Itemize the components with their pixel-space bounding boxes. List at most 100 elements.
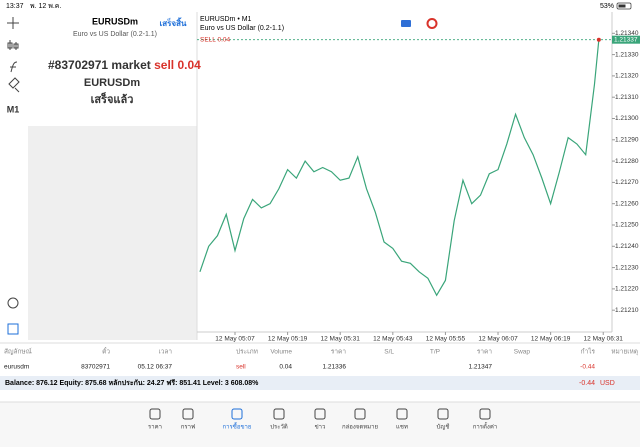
nav-icon[interactable] bbox=[149, 408, 161, 420]
order-action: sell 0.04 bbox=[154, 58, 201, 72]
x-tick-label: 12 May 06:31 bbox=[584, 336, 624, 343]
y-tick-label: 1.21210 bbox=[615, 307, 639, 314]
nav-label[interactable]: การตั้งค่า bbox=[473, 421, 497, 431]
x-tick-label: 12 May 06:07 bbox=[478, 336, 518, 343]
column-header: Volume bbox=[270, 349, 292, 356]
crosshair-icon[interactable] bbox=[7, 17, 19, 29]
column-header: S/L bbox=[384, 349, 394, 356]
table-cell: 0.04 bbox=[279, 364, 292, 371]
nav-label[interactable]: แชท bbox=[396, 424, 408, 431]
current-price-box bbox=[612, 35, 640, 44]
x-tick-label: 12 May 05:43 bbox=[373, 336, 413, 343]
y-tick-label: 1.21290 bbox=[615, 137, 639, 144]
order-prefix: #83702971 market bbox=[48, 58, 151, 72]
order-info: #83702971 market sell 0.04 bbox=[48, 58, 201, 72]
summary-profit: -0.44 bbox=[579, 380, 595, 387]
nav-label[interactable]: บัญชี bbox=[437, 423, 450, 431]
column-header: T/P bbox=[430, 349, 440, 356]
battery-level bbox=[618, 4, 626, 8]
nav-icon[interactable] bbox=[314, 408, 326, 420]
nav-icon[interactable] bbox=[479, 408, 491, 420]
nav-items: ราคา กราฟ การซื้อขาย ประวัติ ข่าว กล่องจดหมาย… bbox=[148, 408, 497, 431]
order-symbol: EURUSDm bbox=[84, 77, 140, 89]
panel-symbol: EURUSDm bbox=[92, 16, 138, 26]
nav-label[interactable]: กล่องจดหมาย bbox=[342, 424, 378, 431]
table-cell: 1.21336 bbox=[323, 364, 347, 371]
table-cell: -0.44 bbox=[580, 364, 595, 371]
trade-button[interactable] bbox=[401, 20, 411, 27]
x-tick-label: 12 May 05:55 bbox=[426, 336, 466, 343]
column-header: ราคา bbox=[331, 349, 346, 356]
positions-table: สัญลักษณ์ ตั๋ว เวลา ประเภท Volume ราคา S/L T/P ร… bbox=[4, 346, 638, 370]
nav-icon[interactable] bbox=[396, 408, 408, 420]
order-line-label: SELL 0.04 bbox=[200, 36, 231, 43]
nav-icon[interactable] bbox=[231, 408, 243, 420]
summary-text: Balance: 876.12 Equity: 875.68 หลักประกั… bbox=[5, 379, 259, 387]
summary-currency: USD bbox=[600, 380, 615, 387]
y-tick-label: 1.21230 bbox=[615, 264, 639, 271]
y-tick-label: 1.21280 bbox=[615, 158, 639, 165]
x-tick-label: 12 May 05:07 bbox=[215, 336, 255, 343]
nav-icon[interactable] bbox=[354, 408, 366, 420]
status-time: 13:37 bbox=[6, 3, 24, 10]
table-cell: sell bbox=[236, 364, 246, 371]
column-header: ตั๋ว bbox=[102, 346, 110, 355]
column-header: ราคา bbox=[477, 349, 492, 356]
objects-icon[interactable] bbox=[8, 77, 20, 93]
current-price-label: 1.21337 bbox=[614, 36, 638, 43]
chart-subtitle: Euro vs US Dollar (0.2-1.1) bbox=[200, 25, 284, 32]
nav-label[interactable]: ข่าว bbox=[315, 424, 326, 431]
timeframe[interactable]: M1 bbox=[7, 104, 20, 114]
chart-title: EURUSDm • M1 bbox=[200, 16, 252, 23]
battery-icon bbox=[616, 2, 632, 10]
indicators-icon[interactable] bbox=[7, 40, 19, 50]
y-tick-label: 1.21320 bbox=[615, 73, 639, 80]
nav-icon[interactable] bbox=[182, 408, 194, 420]
done-button[interactable]: เสร็จสิ้น bbox=[160, 17, 187, 28]
nav-label[interactable]: การซื้อขาย bbox=[223, 421, 252, 431]
column-header: ประเภท bbox=[236, 349, 258, 356]
column-header: กำไร bbox=[581, 348, 596, 356]
y-tick-label: 1.21310 bbox=[615, 94, 639, 101]
summary-bar bbox=[0, 376, 640, 390]
price-line bbox=[199, 39, 600, 297]
column-header: เวลา bbox=[158, 349, 172, 356]
y-tick-label: 1.21330 bbox=[615, 51, 639, 58]
x-tick-label: 12 May 05:31 bbox=[321, 336, 361, 343]
column-header: หมายเหตุ bbox=[611, 349, 638, 356]
y-tick-label: 1.21240 bbox=[615, 243, 639, 250]
x-tick-label: 12 May 06:19 bbox=[531, 336, 571, 343]
nav-label[interactable]: กราฟ bbox=[181, 424, 195, 431]
order-result: เสร็จแล้ว bbox=[91, 92, 134, 106]
table-cell: 05.12 06:37 bbox=[138, 364, 173, 371]
column-header: สัญลักษณ์ bbox=[4, 348, 32, 356]
nav-icon[interactable] bbox=[437, 408, 449, 420]
zoom-icon[interactable] bbox=[7, 297, 19, 309]
status-battery: 53% bbox=[600, 3, 614, 10]
toolbar bbox=[0, 12, 27, 340]
table-cell: 1.21347 bbox=[469, 364, 493, 371]
order-panel bbox=[28, 12, 197, 126]
toolbar-icons bbox=[7, 17, 20, 335]
new-order-icon[interactable] bbox=[7, 323, 19, 335]
panel-empty-area bbox=[28, 126, 197, 340]
table-cell: 83702971 bbox=[81, 364, 110, 371]
table-cell: eurusdm bbox=[4, 364, 29, 371]
x-tick-label: 12 May 05:19 bbox=[268, 336, 308, 343]
y-tick-label: 1.21250 bbox=[615, 222, 639, 229]
status-date: พ. 12 พ.ค. bbox=[30, 3, 61, 10]
column-header: Swap bbox=[514, 349, 531, 356]
y-tick-label: 1.21340 bbox=[615, 30, 639, 37]
nav-label[interactable]: ราคา bbox=[148, 424, 162, 431]
chart: EURUSDm • M1 Euro vs US Dollar (0.2-1.1)… bbox=[197, 12, 640, 343]
function-icon[interactable] bbox=[10, 61, 18, 73]
y-tick-label: 1.21300 bbox=[615, 115, 639, 122]
y-tick-label: 1.21260 bbox=[615, 200, 639, 207]
depth-button[interactable] bbox=[426, 18, 438, 29]
panel-description: Euro vs US Dollar (0.2-1.1) bbox=[73, 31, 157, 38]
y-tick-label: 1.21270 bbox=[615, 179, 639, 186]
nav-label[interactable]: ประวัติ bbox=[270, 424, 288, 431]
nav-icon[interactable] bbox=[273, 408, 285, 420]
current-price-dot bbox=[596, 37, 601, 42]
